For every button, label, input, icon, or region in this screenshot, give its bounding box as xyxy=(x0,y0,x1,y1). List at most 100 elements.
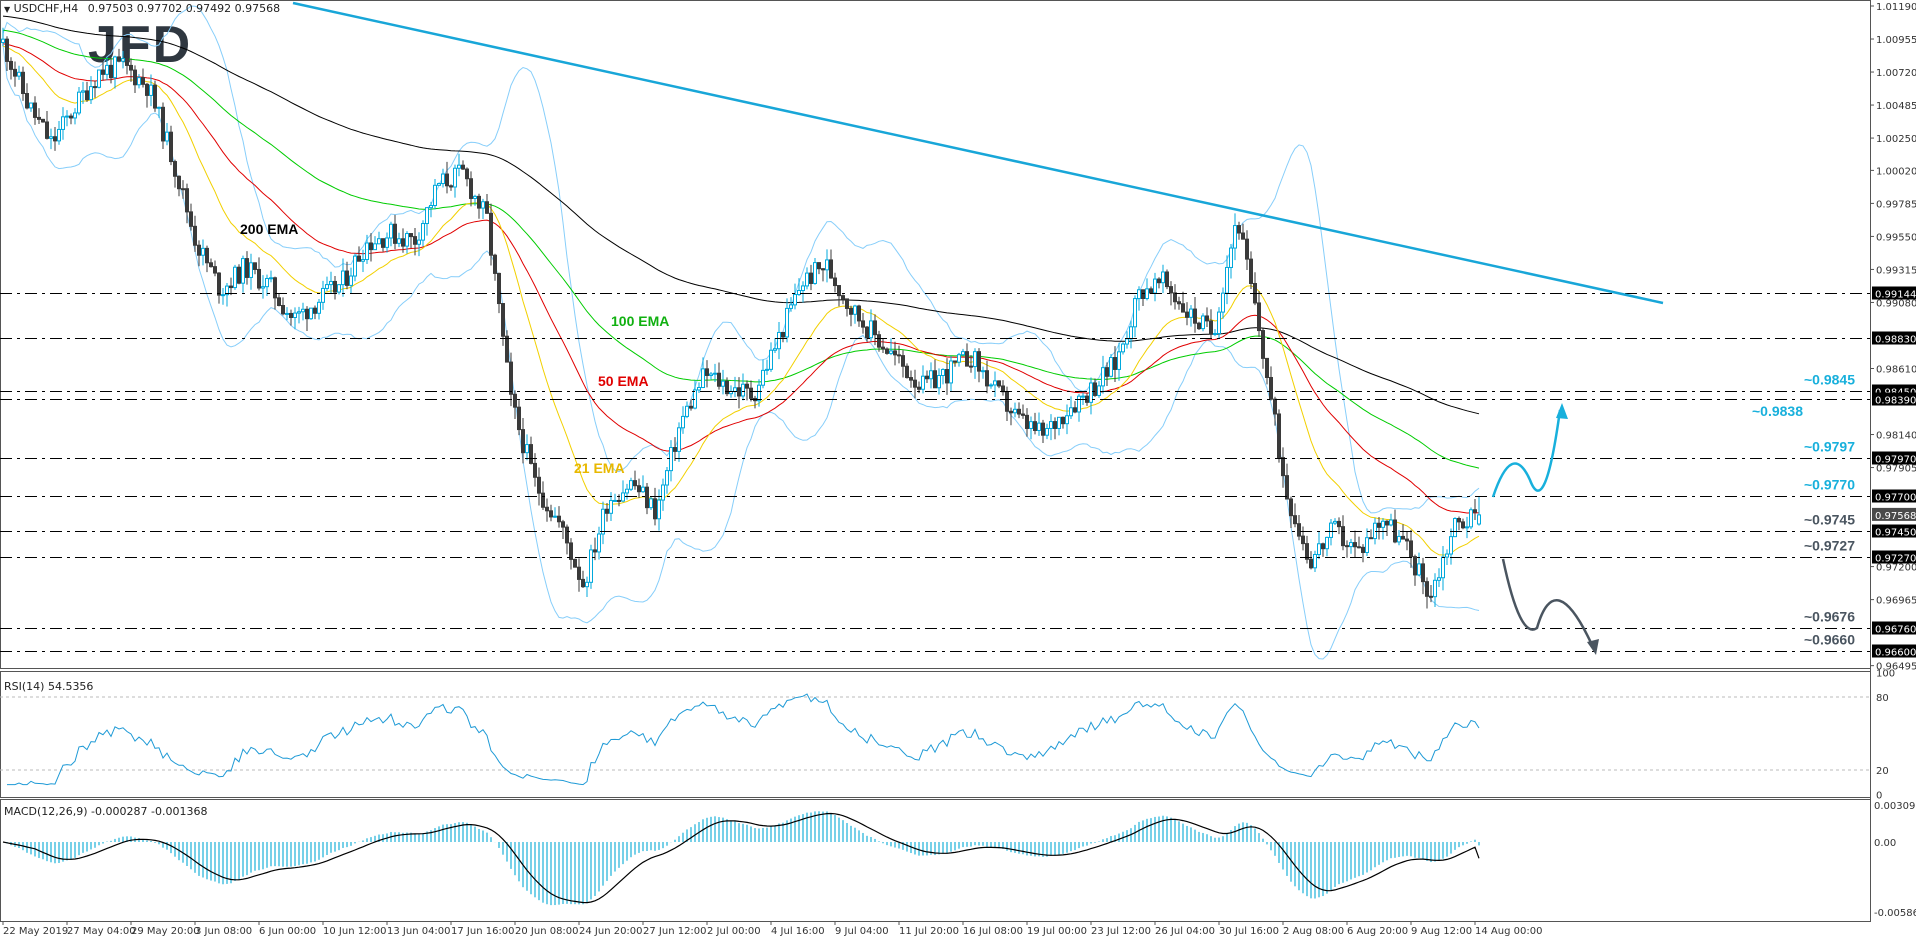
candle xyxy=(65,110,69,127)
candle xyxy=(761,359,765,389)
candle xyxy=(1217,307,1221,340)
candle xyxy=(685,401,689,419)
macd-header: MACD(12,26,9) -0.000287 -0.001368 xyxy=(4,805,208,818)
candle-body xyxy=(1373,522,1377,540)
candle-body xyxy=(733,387,737,392)
price-tick-label: 1.00250 xyxy=(1876,134,1916,145)
candle-body xyxy=(413,236,417,245)
candle-body xyxy=(1321,543,1325,550)
candle xyxy=(1201,313,1205,332)
candle xyxy=(221,288,225,305)
candle xyxy=(393,214,397,250)
candle-body xyxy=(1077,395,1081,413)
candle-body xyxy=(829,259,833,279)
candle xyxy=(49,128,53,150)
level-annotation: ~0.9845 xyxy=(1804,372,1855,388)
candle-body xyxy=(1457,518,1461,523)
candle-body xyxy=(1437,577,1441,581)
candle-body xyxy=(725,380,729,395)
candle-body xyxy=(613,499,617,502)
candle xyxy=(1161,264,1165,294)
candle xyxy=(873,314,877,346)
candle xyxy=(1169,281,1173,306)
candle-body xyxy=(1429,595,1433,598)
candle-body xyxy=(509,361,513,395)
candle-body xyxy=(1221,292,1225,313)
candle-body xyxy=(973,351,977,368)
candle-body xyxy=(5,38,9,62)
candle-body xyxy=(1193,308,1197,324)
level-annotation: ~0.9745 xyxy=(1804,512,1855,528)
candle-body xyxy=(177,175,181,190)
candle-body xyxy=(1141,289,1145,300)
candle xyxy=(841,294,845,305)
candle xyxy=(1157,277,1161,289)
candle-body xyxy=(1121,343,1125,353)
price-tick-label: 0.97905 xyxy=(1876,464,1916,475)
candle-body xyxy=(457,164,461,169)
candle xyxy=(913,369,917,399)
candle xyxy=(489,203,493,266)
candle xyxy=(377,231,381,245)
candle-body xyxy=(861,320,865,328)
candle xyxy=(1341,515,1345,551)
candle xyxy=(673,437,677,461)
price-level-tag: 0.96600 xyxy=(1872,644,1916,659)
price-level-tag-text: 0.98390 xyxy=(1875,396,1916,407)
candle xyxy=(877,330,881,352)
ohlc-values: 0.97503 0.97702 0.97492 0.97568 xyxy=(87,2,281,15)
candle-body xyxy=(657,499,661,520)
price-tick-label: 0.96495 xyxy=(1876,662,1916,673)
candle-body xyxy=(253,262,257,270)
candle xyxy=(1209,309,1213,339)
candle xyxy=(721,369,725,395)
price-level-tag-bg xyxy=(1872,621,1916,635)
candle-body xyxy=(1213,333,1217,336)
candle xyxy=(1425,577,1429,609)
candle-body xyxy=(189,211,193,227)
candle-body xyxy=(493,254,497,274)
candle xyxy=(481,198,485,220)
candle-body xyxy=(773,348,777,351)
candle xyxy=(921,365,925,394)
candle xyxy=(1241,223,1245,240)
candle-body xyxy=(513,393,517,408)
candle xyxy=(1153,272,1157,302)
candle xyxy=(1097,381,1101,398)
candle-body xyxy=(1361,546,1365,553)
candle-body xyxy=(21,71,25,95)
candle-body xyxy=(353,255,357,277)
candle xyxy=(5,36,9,72)
candle xyxy=(793,283,797,310)
candle xyxy=(1245,230,1249,271)
candle-body xyxy=(605,508,609,514)
candle xyxy=(973,348,977,379)
dropdown-triangle-icon[interactable]: ▼ xyxy=(4,5,11,14)
candle xyxy=(1433,573,1437,607)
candle xyxy=(329,271,333,294)
candle xyxy=(125,53,129,75)
candle-body xyxy=(105,64,109,75)
price-level-tag-text: 0.97970 xyxy=(1875,455,1916,466)
candle xyxy=(1429,584,1433,603)
candle xyxy=(401,228,405,253)
candle xyxy=(525,434,529,461)
candle xyxy=(1453,517,1457,538)
candle xyxy=(585,576,589,597)
level-annotation: ~0.9660 xyxy=(1804,632,1855,648)
candle xyxy=(989,383,993,389)
candle-body xyxy=(337,284,341,293)
candle-body xyxy=(417,239,421,245)
candle-body xyxy=(533,462,537,478)
time-tick-label: 6 Jun 00:00 xyxy=(259,926,316,936)
candle xyxy=(493,253,497,281)
candle xyxy=(1193,297,1197,333)
candle-body xyxy=(1353,542,1357,548)
candle xyxy=(1317,531,1321,560)
candle xyxy=(1393,509,1397,544)
candle-body xyxy=(1401,535,1405,540)
price-level-tag: 0.98390 xyxy=(1872,392,1916,407)
candle xyxy=(889,338,893,356)
price-tick-label: 0.97200 xyxy=(1876,563,1916,574)
